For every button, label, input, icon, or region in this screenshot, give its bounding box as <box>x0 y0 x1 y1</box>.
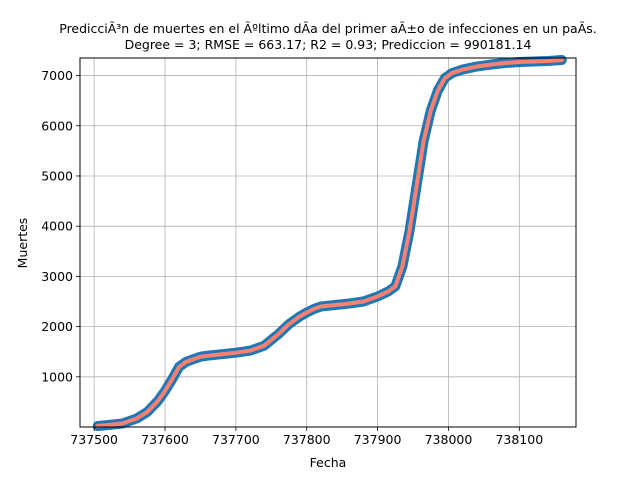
grid <box>80 58 576 427</box>
y-axis-label: Muertes <box>15 218 30 269</box>
y-tick-label: 1000 <box>41 369 73 384</box>
x-tick-label: 738000 <box>425 432 473 447</box>
observed-series <box>92 55 567 431</box>
x-axis-label: Fecha <box>310 455 347 470</box>
fit-series <box>95 58 564 428</box>
y-tick-label: 2000 <box>41 319 73 334</box>
observed-band <box>92 55 567 431</box>
x-tick-label: 737600 <box>141 432 189 447</box>
x-tick-label: 737800 <box>283 432 331 447</box>
chart-title: PredicciÃ³n de muertes en el Ãºltimo dÃ­… <box>59 21 596 36</box>
y-tick-label: 7000 <box>41 68 73 83</box>
y-tick-label: 4000 <box>41 219 73 234</box>
y-tick-label: 5000 <box>41 168 73 183</box>
y-tick-label: 3000 <box>41 269 73 284</box>
chart-subtitle: Degree = 3; RMSE = 663.17; R2 = 0.93; Pr… <box>125 37 532 52</box>
x-tick-label: 737700 <box>212 432 260 447</box>
x-tick-label: 738100 <box>495 432 543 447</box>
y-tick-label: 6000 <box>41 118 73 133</box>
x-tick-label: 737500 <box>70 432 118 447</box>
y-axis-ticks: 1000 2000 3000 4000 5000 6000 7000 <box>41 68 80 384</box>
x-tick-label: 737900 <box>354 432 402 447</box>
plot-frame <box>79 57 577 428</box>
fit-line <box>95 58 564 428</box>
x-axis-ticks: 737500 737600 737700 737800 737900 738000 7381… <box>70 427 543 447</box>
